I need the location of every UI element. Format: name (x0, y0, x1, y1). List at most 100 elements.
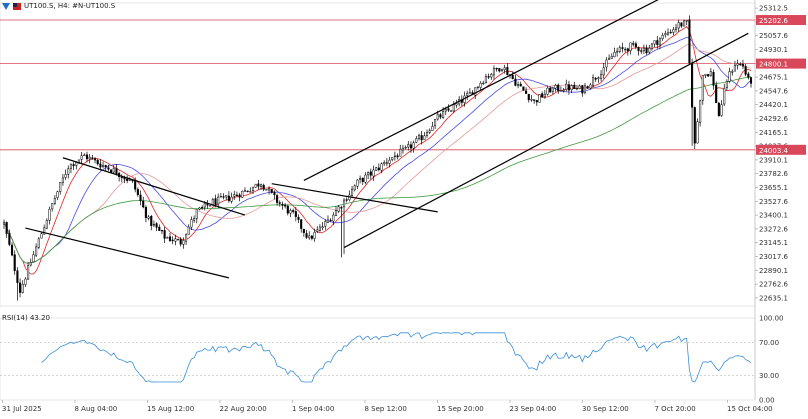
candle (104, 164, 107, 172)
candle-body-up (428, 130, 431, 133)
candle-body-up (29, 262, 32, 266)
candle (51, 203, 54, 212)
candle (452, 101, 455, 113)
candle-body-down (91, 157, 94, 159)
candle-body-up (75, 162, 78, 166)
candle-body-up (380, 163, 383, 171)
candle (353, 184, 356, 192)
candle-body-up (37, 238, 40, 248)
candle (634, 41, 637, 50)
candle (102, 161, 105, 169)
time-tick-label: 15 Aug 12:00 (147, 405, 194, 413)
candle (48, 206, 51, 225)
candle (610, 53, 613, 59)
symbol-menu-icon[interactable] (2, 2, 10, 10)
trendline[interactable] (62, 157, 246, 216)
candle (701, 75, 704, 105)
candle-body-down (72, 164, 75, 167)
candle-body-up (243, 190, 247, 192)
candle (736, 59, 739, 70)
candle (193, 215, 196, 223)
candle-body-down (284, 204, 287, 207)
candle-body-up (27, 265, 30, 280)
candle-body-down (594, 78, 597, 80)
candle-body-down (235, 194, 238, 197)
candle-body-up (701, 75, 704, 101)
candle-body-up (209, 205, 212, 207)
price-tick-label: 22635.1 (759, 294, 788, 302)
candle (525, 87, 528, 94)
candle (286, 204, 289, 216)
candle (650, 42, 653, 51)
candle-body-down (257, 183, 260, 187)
candle-body-up (259, 184, 263, 187)
candle-body-up (45, 220, 48, 229)
candle-body-up (551, 87, 554, 92)
candle (492, 65, 496, 80)
candle-body-down (361, 177, 364, 182)
candle (2, 219, 6, 229)
candle-body-down (13, 254, 16, 271)
candle (578, 84, 581, 90)
candle (356, 179, 359, 190)
candle-body-down (160, 229, 164, 232)
candle-body-up (388, 159, 391, 164)
candle-body-down (621, 47, 624, 49)
candle-body-down (222, 196, 225, 198)
candle-body-down (214, 198, 217, 205)
candle (80, 151, 83, 165)
candle-body-up (51, 203, 54, 210)
candle-body-up (492, 68, 496, 76)
candle-body-up (450, 110, 453, 112)
candle (249, 187, 252, 193)
candle-body-up (575, 87, 579, 90)
candle-body-down (126, 178, 129, 181)
candle (661, 32, 664, 41)
candle (61, 173, 64, 186)
candle (246, 190, 249, 193)
candle-body-up (174, 238, 177, 242)
candle (284, 203, 287, 209)
candle-body-up (417, 135, 421, 139)
candle (629, 42, 632, 55)
candle (744, 64, 747, 77)
candle (313, 228, 316, 242)
candle (597, 76, 600, 83)
candle-body-up (35, 246, 38, 256)
candle (589, 82, 592, 90)
candle-body-up (455, 103, 458, 106)
candle-body-up (482, 82, 485, 85)
trendline[interactable] (25, 227, 230, 279)
trendline[interactable] (271, 183, 438, 213)
candle-body-down (688, 19, 691, 64)
candle (262, 183, 265, 192)
candle (688, 15, 691, 66)
candle (407, 141, 410, 151)
candle-body-down (498, 68, 501, 72)
trendline[interactable] (303, 0, 722, 182)
candle (468, 88, 471, 94)
horizontal-levels[interactable] (0, 19, 755, 151)
candle (551, 86, 554, 95)
candle-body-up (444, 109, 447, 112)
candle-body-up (64, 174, 67, 178)
rsi-tick-label: 70.00 (759, 339, 779, 347)
candle-body-down (656, 40, 659, 45)
candle (575, 85, 579, 91)
candle-body-down (514, 78, 517, 86)
trendlines[interactable] (25, 0, 749, 279)
candle (163, 226, 166, 243)
price-tick-label: 23017.6 (759, 253, 788, 261)
candle (664, 30, 667, 38)
candle (147, 214, 150, 221)
candle (238, 192, 241, 202)
candle (482, 80, 485, 85)
candle-body-up (375, 167, 378, 171)
candle (691, 58, 694, 146)
candle (83, 153, 86, 156)
candle-body-up (359, 178, 362, 180)
candle (562, 88, 565, 93)
candle (5, 221, 8, 238)
trendline[interactable] (343, 32, 749, 249)
